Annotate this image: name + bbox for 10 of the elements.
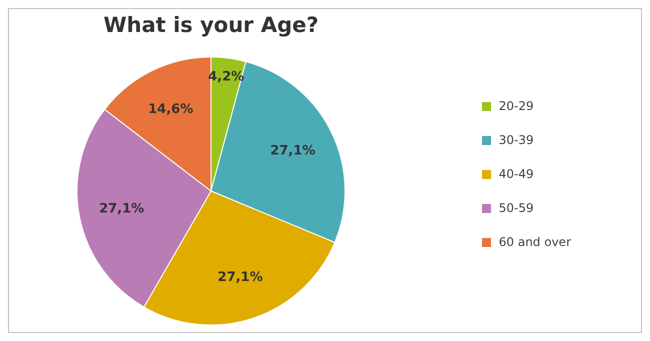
legend-label: 40-49 [498, 167, 534, 181]
chart-title: What is your Age? [102, 13, 320, 37]
data-label: 27,1% [99, 201, 144, 216]
legend-label: 50-59 [498, 201, 534, 215]
data-label: 27,1% [270, 143, 316, 158]
data-label: 27,1% [218, 270, 263, 285]
legend-label: 60 and over [498, 235, 571, 249]
legend-label: 30-39 [498, 133, 534, 147]
data-label: 14,6% [148, 102, 194, 117]
legend-label: 20-29 [498, 99, 534, 113]
